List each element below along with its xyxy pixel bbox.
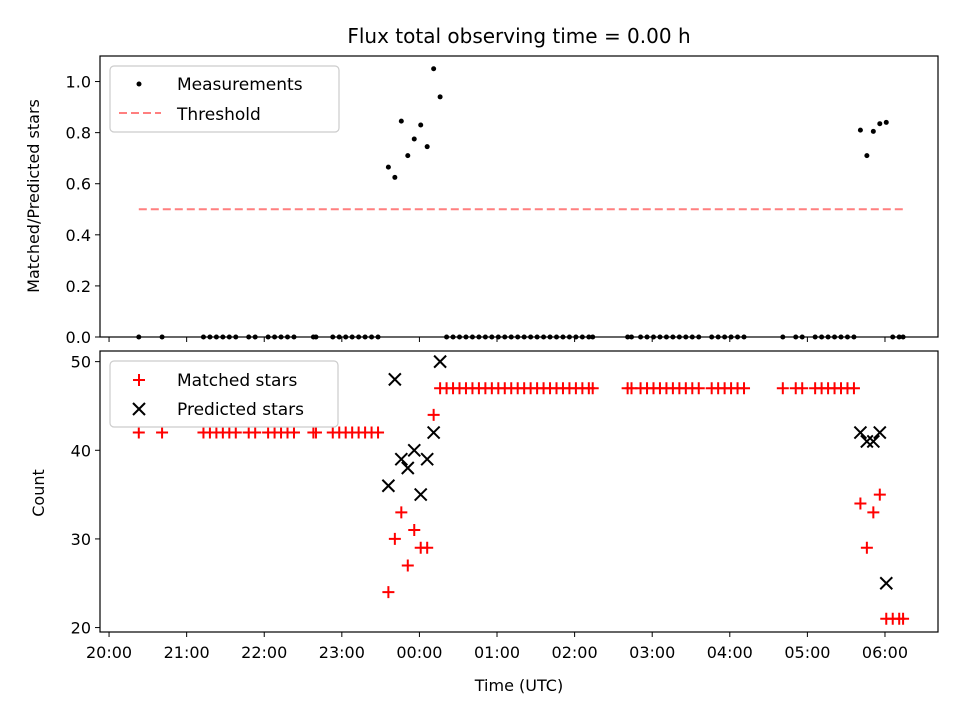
y-tick-label: 20: [71, 619, 91, 638]
matched-star-point: [854, 497, 867, 510]
matched-star-point: [586, 382, 599, 395]
measurement-point: [385, 164, 391, 170]
top-plot-frame: [99, 55, 939, 338]
legend-measurements-marker: [136, 81, 142, 87]
y-tick-label: 50: [71, 353, 91, 372]
predicted-star-point: [866, 434, 881, 449]
y-tick-label: 40: [71, 441, 91, 460]
measurement-point: [883, 119, 889, 125]
top-y-ticks: 0.0 0.2 0.4 0.6 0.8 1.0: [66, 73, 100, 347]
top-panel: Flux total observing time = 0.00 h Match…: [24, 24, 939, 347]
matched-star-point: [156, 426, 169, 439]
predicted-star-point: [873, 425, 887, 440]
y-tick-label: 0.2: [66, 277, 91, 296]
measurement-point: [864, 153, 870, 159]
predicted-star-point: [853, 425, 868, 440]
bottom-legend-box: [109, 360, 339, 428]
predicted-star-point: [414, 487, 428, 502]
chart-title: Flux total observing time = 0.00 h: [347, 24, 690, 48]
matched-star-point: [132, 426, 145, 439]
bottom-plot-marks: [132, 354, 910, 625]
measurement-point: [437, 94, 443, 100]
matched-star-point: [897, 612, 910, 625]
legend-measurements-label: Measurements: [177, 75, 303, 95]
measurement-point: [398, 118, 404, 124]
legend-matched-label: Matched stars: [177, 371, 297, 391]
matched-star-point: [287, 426, 300, 439]
predicted-star-point: [381, 479, 396, 493]
x-tick-label: 21:00: [164, 643, 210, 662]
matched-star-point: [309, 426, 322, 439]
bottom-plot-frame: [99, 350, 939, 633]
measurement-point: [431, 66, 437, 72]
x-tick-label: 23:00: [319, 643, 365, 662]
top-legend-box: [109, 65, 340, 133]
bottom-x-ticks: 20:00 21:00 22:00 23:00 00:00 01:00 02:00 03:00…: [86, 632, 908, 662]
predicted-star-point: [433, 354, 447, 369]
x-tick-label: 20:00: [86, 643, 132, 662]
matched-star-point: [738, 382, 751, 395]
predicted-star-point: [407, 443, 421, 457]
matched-star-point: [395, 506, 408, 519]
matched-star-point: [401, 559, 414, 572]
x-tick-label: 04:00: [707, 643, 753, 662]
legend-predicted-label: Predicted stars: [177, 400, 304, 420]
matched-star-point: [796, 382, 809, 395]
matched-star-point: [776, 382, 789, 395]
x-tick-label: 01:00: [474, 643, 520, 662]
bottom-y-ticks: 20 30 40 50: [71, 353, 100, 638]
y-tick-label: 0.6: [66, 175, 91, 194]
measurement-point: [870, 128, 876, 134]
top-legend: Measurements Threshold: [109, 65, 340, 133]
matched-star-point: [382, 586, 395, 599]
x-tick-label: 05:00: [784, 643, 830, 662]
y-tick-label: 1.0: [66, 73, 91, 92]
matched-star-point: [873, 488, 886, 501]
matched-star-point: [372, 426, 385, 439]
x-tick-label: 02:00: [552, 643, 598, 662]
x-tick-label: 00:00: [396, 643, 442, 662]
measurement-point: [857, 127, 863, 133]
matched-star-point: [427, 408, 440, 421]
legend-predicted-marker: [132, 402, 146, 416]
predicted-star-point: [420, 452, 434, 466]
matched-star-point: [249, 426, 262, 439]
legend-matched-marker: [133, 374, 145, 386]
x-tick-label: 03:00: [629, 643, 675, 662]
bottom-y-axis-label: Count: [29, 469, 48, 517]
predicted-star-point: [860, 434, 874, 449]
measurement-point: [424, 144, 430, 150]
predicted-star-point: [879, 576, 893, 590]
measurement-point: [392, 174, 398, 180]
matched-star-point: [860, 541, 873, 554]
matched-star-point: [867, 506, 880, 519]
x-tick-label: 06:00: [862, 643, 908, 662]
measurement-point: [418, 122, 424, 128]
measurement-point: [411, 136, 417, 142]
legend-threshold-label: Threshold: [176, 105, 261, 125]
bottom-legend: Matched stars Predicted stars: [109, 360, 339, 428]
bottom-panel: Count Time (UTC) 20 30 40 50 20:00 21:00 22:0…: [29, 350, 939, 695]
y-tick-label: 0.4: [66, 226, 91, 245]
predicted-star-point: [401, 461, 415, 475]
matched-star-point: [388, 532, 401, 545]
predicted-star-point: [426, 425, 441, 440]
matched-star-point: [229, 426, 242, 439]
measurement-point: [877, 121, 883, 127]
y-tick-label: 30: [71, 530, 91, 549]
y-tick-label: 0.0: [66, 328, 91, 347]
measurement-point: [405, 153, 411, 159]
x-tick-label: 22:00: [241, 643, 287, 662]
y-tick-label: 0.8: [66, 124, 91, 143]
predicted-star-point: [388, 372, 402, 387]
predicted-star-point: [394, 452, 409, 466]
matched-star-point: [421, 541, 434, 554]
top-y-axis-label: Matched/Predicted stars: [24, 99, 43, 293]
matched-star-point: [847, 382, 860, 395]
matched-star-point: [408, 524, 421, 537]
matched-star-point: [692, 382, 705, 395]
bottom-x-axis-label: Time (UTC): [474, 676, 563, 695]
